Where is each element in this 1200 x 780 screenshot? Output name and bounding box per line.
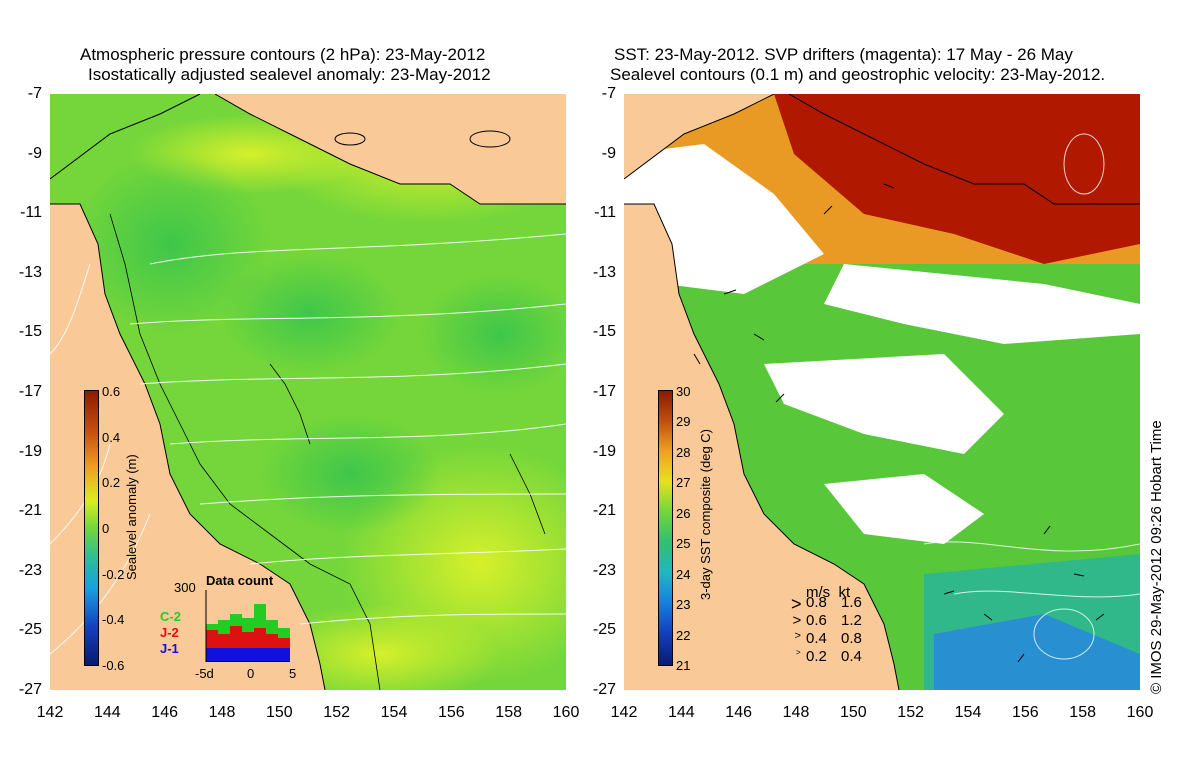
colorbar-tick: 22 (676, 627, 691, 643)
right-y-tick: -19 (592, 442, 616, 460)
velocity-legend-kt: 0.8 (841, 630, 862, 647)
right-x-tick: 152 (897, 704, 924, 721)
australia-landmass (50, 204, 325, 690)
left-x-tick: 152 (323, 704, 350, 721)
right-y-tick: -27 (592, 681, 616, 698)
right-x-tick: 146 (725, 704, 752, 721)
inset-title: Data count (206, 573, 274, 588)
right-x-tick: 160 (1126, 704, 1154, 721)
inset-xtick-0: -5d (195, 666, 214, 681)
inset-ymax: 300 (174, 580, 196, 595)
australia-landmass-sst (624, 204, 899, 690)
sealevel-colorbar (84, 390, 99, 666)
inset-xtick-1: 0 (247, 666, 255, 681)
velocity-legend-arrow: > (792, 612, 802, 629)
left-y-tick: -7 (27, 85, 42, 102)
colorbar-tick: -0.6 (102, 658, 125, 673)
inset-xtick-2: 5 (289, 666, 297, 681)
right-y-tick: -11 (594, 204, 616, 222)
sst-map (624, 94, 1140, 690)
right-y-tick: -13 (592, 263, 616, 281)
left-y-tick: -27 (18, 681, 42, 698)
velocity-legend-ms: 0.8 (806, 594, 827, 611)
velocity-legend-ms: 0.2 (806, 648, 827, 665)
sst-colorbar-title: 3-day SST composite (deg C) (698, 429, 713, 600)
right-x-tick: 148 (782, 704, 810, 721)
velocity-legend-kt: 0.4 (841, 648, 862, 665)
left-x-tick: 146 (151, 704, 178, 721)
right-y-tick: -23 (592, 561, 616, 579)
left-title-line1: Atmospheric pressure contours (2 hPa): 2… (80, 45, 486, 64)
colorbar-tick: 0.2 (102, 475, 121, 491)
left-y-tick: -19 (18, 442, 42, 460)
right-x-tick: 144 (667, 704, 695, 721)
velocity-legend-header: m/s kt (806, 584, 851, 601)
right-x-tick: 150 (839, 704, 867, 721)
inset-legend-j1: J-1 (160, 641, 179, 656)
sealevel-colorbar-title: Sealevel anomaly (m) (124, 454, 139, 580)
colorbar-tick: 23 (676, 597, 691, 613)
right-y-tick: -7 (601, 85, 616, 102)
sealevel-anomaly-map (50, 94, 566, 690)
colorbar-tick: 0 (102, 521, 110, 536)
left-y-tick: -9 (27, 144, 42, 162)
velocity-legend-arrow: > (796, 648, 801, 657)
left-x-tick: 142 (36, 704, 64, 721)
right-y-tick: -15 (592, 323, 616, 341)
left-x-tick: 154 (380, 704, 408, 721)
colorbar-tick: -0.2 (102, 566, 125, 582)
left-y-tick: -11 (20, 204, 42, 222)
left-y-tick: -25 (18, 621, 42, 639)
left-x-tick: 144 (93, 704, 121, 721)
right-map-panel (624, 94, 1140, 690)
colorbar-tick: 0.6 (102, 384, 121, 399)
left-x-tick: 150 (265, 704, 293, 721)
credit-text: © IMOS 29-May-2012 09:26 Hobart Time (1148, 420, 1165, 694)
colorbar-tick: 30 (676, 384, 691, 399)
colorbar-tick: 21 (676, 658, 691, 673)
left-y-tick: -17 (18, 383, 42, 400)
right-x-tick: 154 (954, 704, 982, 721)
velocity-legend-ms: 0.6 (806, 612, 827, 629)
data-count-inset (204, 590, 292, 663)
colorbar-tick: 0.4 (102, 429, 121, 445)
colorbar-tick: 27 (676, 475, 691, 491)
velocity-legend-kt: 1.2 (841, 612, 862, 629)
papua-new-guinea-landmass (50, 94, 566, 204)
velocity-legend-ms: 0.4 (806, 630, 827, 647)
left-x-tick: 156 (437, 704, 465, 721)
left-y-tick: -21 (18, 502, 42, 520)
right-x-tick: 142 (610, 704, 638, 721)
right-y-tick: -9 (601, 144, 616, 162)
colorbar-tick: 24 (676, 566, 691, 582)
inset-legend-j2: J-2 (160, 625, 179, 640)
colorbar-tick: -0.4 (102, 612, 125, 628)
right-y-tick: -21 (592, 502, 616, 520)
left-y-tick: -15 (18, 323, 42, 341)
colorbar-tick: 28 (676, 444, 691, 460)
left-x-tick: 148 (208, 704, 236, 721)
velocity-legend-kt: 1.6 (841, 594, 862, 611)
left-title-line2: Isostatically adjusted sealevel anomaly:… (88, 65, 491, 84)
colorbar-tick: 29 (676, 414, 691, 430)
right-x-tick: 158 (1069, 704, 1096, 721)
right-x-tick: 156 (1011, 704, 1039, 721)
velocity-legend-arrow: > (794, 630, 801, 642)
colorbar-tick: 26 (676, 505, 691, 521)
colorbar-tick: 25 (676, 536, 691, 552)
left-x-tick: 158 (495, 704, 522, 721)
left-y-tick: -23 (18, 561, 42, 579)
left-x-tick: 160 (552, 704, 580, 721)
sst-colorbar (658, 390, 673, 666)
left-y-tick: -13 (18, 263, 42, 281)
right-title-line2: Sealevel contours (0.1 m) and geostrophi… (610, 65, 1106, 84)
right-y-tick: -25 (592, 621, 616, 639)
velocity-legend-arrow: > (791, 594, 802, 614)
sealevel-contours (923, 133, 1140, 660)
inset-legend-c2: C-2 (160, 609, 181, 624)
left-map-panel (50, 94, 566, 690)
geostrophic-velocity-arrows (693, 183, 1105, 663)
right-y-tick: -17 (592, 383, 616, 400)
right-title-line1: SST: 23-May-2012. SVP drifters (magenta)… (614, 45, 1073, 64)
